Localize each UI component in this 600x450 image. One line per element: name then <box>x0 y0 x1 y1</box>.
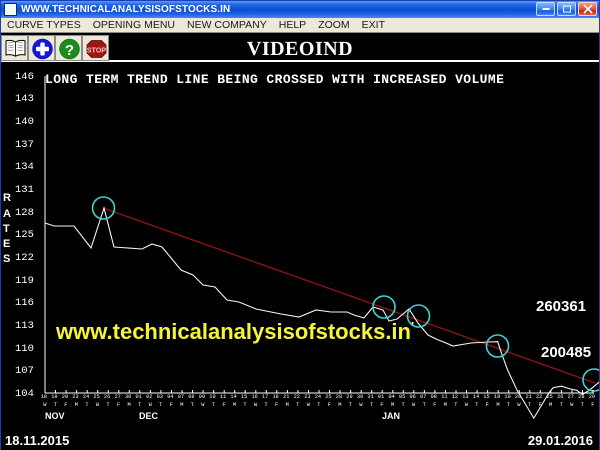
svg-text:260361: 260361 <box>536 298 586 315</box>
svg-text:200485: 200485 <box>541 344 591 361</box>
